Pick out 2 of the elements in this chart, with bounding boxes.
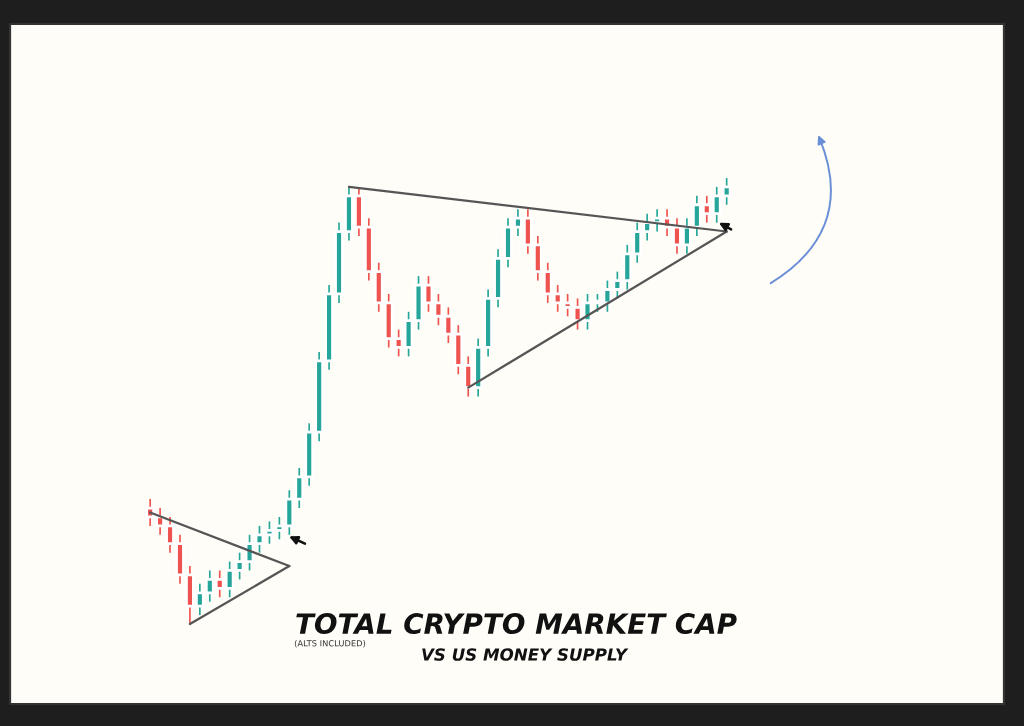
text: TOTAL CRYPTO MARKET CAP [296,613,737,635]
text: VS US MONEY SUPPLY [422,648,629,661]
